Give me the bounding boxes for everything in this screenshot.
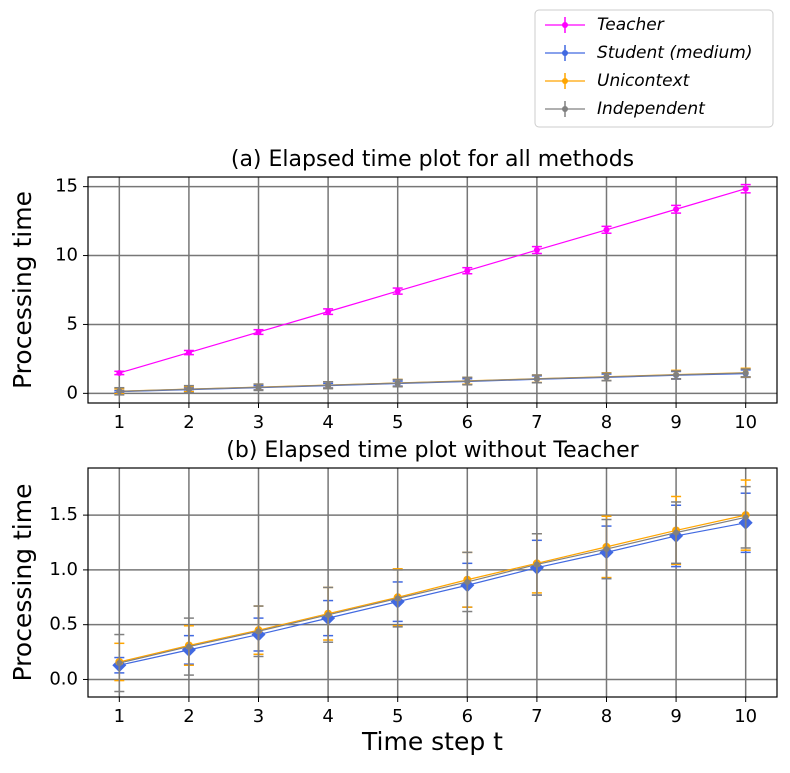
y-tick-label: 15 [55,176,78,197]
series-line [119,372,746,392]
x-tick-label: 9 [670,412,681,433]
marker [185,386,192,393]
marker [742,514,749,521]
marker [603,546,610,553]
y-tick-label: 5 [67,313,78,334]
x-tick-label: 3 [253,706,264,727]
series-line [119,188,746,374]
x-tick-label: 7 [531,706,542,727]
legend-marker [562,50,568,56]
x-tick-label: 7 [531,412,542,433]
x-tick-label: 10 [734,706,757,727]
marker [116,369,123,376]
marker [325,308,332,315]
marker [185,349,192,356]
marker [185,643,192,650]
marker [255,384,262,391]
marker [464,578,471,585]
marker [533,247,540,254]
x-tick-label: 10 [734,412,757,433]
x-tick-label: 5 [392,412,403,433]
x-tick-label: 6 [462,412,473,433]
x-axis-label: Time step t [361,727,503,756]
x-tick-label: 6 [462,706,473,727]
y-tick-label: 1.0 [49,559,78,580]
marker [742,185,749,192]
x-tick-label: 1 [114,706,125,727]
marker [464,267,471,274]
legend-label: Teacher [597,15,665,35]
marker [116,388,123,395]
marker [116,660,123,667]
marker [533,375,540,382]
legend-box [534,9,774,128]
marker [603,226,610,233]
y-axis-label: Processing time [8,484,37,682]
x-tick-label: 4 [322,706,333,727]
legend-marker [562,106,568,112]
y-tick-label: 10 [55,245,78,266]
plot-frame [87,467,778,698]
marker [533,561,540,568]
x-tick-label: 8 [601,412,612,433]
x-tick-label: 5 [392,706,403,727]
marker [673,371,680,378]
legend-label: Unicontext [597,71,691,91]
legend-marker [562,22,568,28]
legend-label: Student (medium) [597,43,752,63]
chart-title: (a) Elapsed time plot for all methods [231,147,634,172]
legend-label: Independent [597,99,706,119]
x-tick-label: 8 [601,706,612,727]
marker [255,628,262,635]
x-tick-label: 3 [253,412,264,433]
chart-title: (b) Elapsed time plot without Teacher [226,438,639,463]
series-line [119,514,746,663]
x-tick-label: 2 [183,706,194,727]
series-line [119,516,746,664]
x-tick-label: 9 [670,706,681,727]
y-tick-label: 0 [67,382,78,403]
y-tick-label: 0.5 [49,614,78,635]
x-tick-label: 1 [114,412,125,433]
y-axis-label: Processing time [8,191,37,389]
y-tick-label: 1.5 [49,504,78,525]
marker [394,380,401,387]
marker [603,373,610,380]
marker [464,378,471,385]
marker [394,288,401,295]
plot-frame [87,176,778,404]
x-tick-label: 4 [322,412,333,433]
marker [325,611,332,618]
y-tick-label: 0.0 [49,668,78,689]
marker [325,382,332,389]
marker [255,329,262,336]
series-line [119,522,746,666]
marker [673,529,680,536]
marker [673,206,680,213]
marker [742,369,749,376]
legend-marker [562,78,568,84]
x-tick-label: 2 [183,412,194,433]
marker [394,595,401,602]
